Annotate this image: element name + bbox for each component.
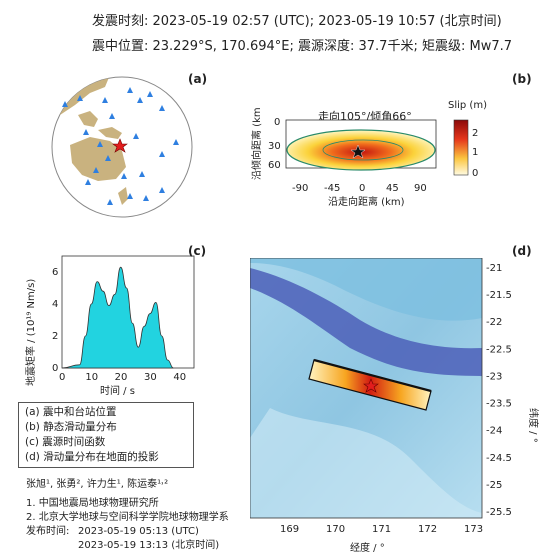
map-xlabel: 经度 / ° bbox=[350, 541, 385, 554]
authors: 张旭¹, 张勇², 许力生¹, 陈运泰¹˒² bbox=[26, 479, 169, 490]
station-globe bbox=[51, 76, 193, 218]
slip-xtick-90: 90 bbox=[414, 183, 427, 194]
release-beijing: 2023-05-19 13:13 (北京时间) bbox=[78, 540, 220, 551]
slip-xtick-m45: -45 bbox=[324, 183, 340, 194]
legend-item-d: (d) 滑动量分布在地面的投影 bbox=[25, 451, 159, 463]
map-lat-tick: -25 bbox=[486, 480, 502, 491]
cbar-tick-2: 2 bbox=[472, 128, 478, 139]
stf-xtick: 30 bbox=[144, 372, 157, 383]
origin-time: 发震时刻: 2023-05-19 02:57 (UTC); 2023-05-19… bbox=[92, 14, 502, 29]
map-lon-tick: 171 bbox=[372, 524, 391, 535]
slip-xtick-0: 0 bbox=[359, 183, 365, 194]
map-lat-tick: -22.5 bbox=[486, 344, 512, 355]
cbar-tick-1: 1 bbox=[472, 147, 478, 158]
stf-ytick: 6 bbox=[52, 267, 58, 278]
affiliation-2: 2. 北京大学地球与空间科学学院地球物理学系 bbox=[26, 512, 229, 523]
panel-legend: (a) 震中和台站位置 (b) 静态滑动量分布 (c) 震源时间函数 (d) 滑… bbox=[18, 402, 194, 468]
map-lat-tick: -24.5 bbox=[486, 453, 512, 464]
stf-xtick: 0 bbox=[59, 372, 65, 383]
stf-ytick: 4 bbox=[52, 299, 58, 310]
map-lat-tick: -21 bbox=[486, 263, 502, 274]
colorbar-title: Slip (m) bbox=[448, 100, 487, 111]
stf-area bbox=[61, 266, 174, 369]
map-lat-tick: -22 bbox=[486, 317, 502, 328]
legend-item-c: (c) 震源时间函数 bbox=[25, 436, 106, 448]
legend-item-b: (b) 静态滑动量分布 bbox=[25, 421, 117, 433]
slip-ylabel: 沿倾向距离 (km) bbox=[250, 108, 263, 180]
stf-ylabel: 地震矩率 / (10¹⁹ Nm/s) bbox=[24, 279, 37, 386]
stf-chart: 地震矩率 / (10¹⁹ Nm/s) 0 10 20 30 40 0 2 4 6 时间 / s bbox=[24, 255, 195, 397]
release-label: 发布时间: bbox=[26, 526, 70, 537]
panel-label-d: (d) bbox=[512, 244, 532, 258]
stf-xtick: 40 bbox=[173, 372, 186, 383]
map-lat-tick: -25.5 bbox=[486, 507, 512, 518]
panel-label-a: (a) bbox=[188, 72, 208, 86]
stf-ytick: 2 bbox=[52, 331, 58, 342]
release-utc: 2023-05-19 05:13 (UTC) bbox=[78, 526, 199, 537]
rupture-projection bbox=[308, 358, 432, 411]
slip-xtick-45: 45 bbox=[386, 183, 399, 194]
legend-item-a: (a) 震中和台站位置 bbox=[25, 406, 117, 418]
epicenter-star-icon bbox=[112, 138, 128, 153]
stf-xtick: 10 bbox=[85, 372, 98, 383]
map-lat-tick: -24 bbox=[486, 426, 502, 437]
station-markers bbox=[62, 87, 179, 205]
map-ylabel: 纬度 / ° bbox=[527, 408, 540, 443]
map-lat-tick: -23 bbox=[486, 371, 502, 382]
affiliation-1: 1. 中国地震局地球物理研究所 bbox=[26, 498, 159, 509]
hypocenter-star-icon bbox=[350, 144, 366, 159]
slip-map: 2 1 0 0 30 60 -90 -45 0 45 90 沿走向距离 (km)… bbox=[250, 108, 478, 208]
map-lon-tick: 173 bbox=[464, 524, 483, 535]
map-lon-tick: 170 bbox=[326, 524, 345, 535]
slip-projection-map: -21 -21.5 -22 -22.5 -23 -23.5 -24 -24.5 -25 -25.5… bbox=[250, 258, 540, 554]
panel-label-b: (b) bbox=[512, 72, 532, 86]
slip-ytick-0: 0 bbox=[274, 117, 280, 128]
epicenter-info: 震中位置: 23.229°S, 170.694°E; 震源深度: 37.7千米;… bbox=[92, 39, 513, 54]
stf-ytick: 0 bbox=[52, 363, 58, 374]
map-lat-tick: -23.5 bbox=[486, 399, 512, 410]
map-lat-tick: -21.5 bbox=[486, 290, 512, 301]
slip-ytick-30: 30 bbox=[268, 141, 281, 152]
stf-xlabel: 时间 / s bbox=[100, 384, 135, 397]
slip-xtick-m90: -90 bbox=[292, 183, 308, 194]
slip-ytick-60: 60 bbox=[268, 160, 281, 171]
map-lon-tick: 169 bbox=[280, 524, 299, 535]
map-lon-tick: 172 bbox=[418, 524, 437, 535]
epicenter-map-star-icon bbox=[363, 378, 379, 393]
cbar-tick-0: 0 bbox=[472, 168, 478, 179]
stf-xtick: 20 bbox=[115, 372, 128, 383]
panel-label-c: (c) bbox=[188, 244, 207, 258]
slip-xlabel: 沿走向距离 (km) bbox=[328, 195, 405, 208]
